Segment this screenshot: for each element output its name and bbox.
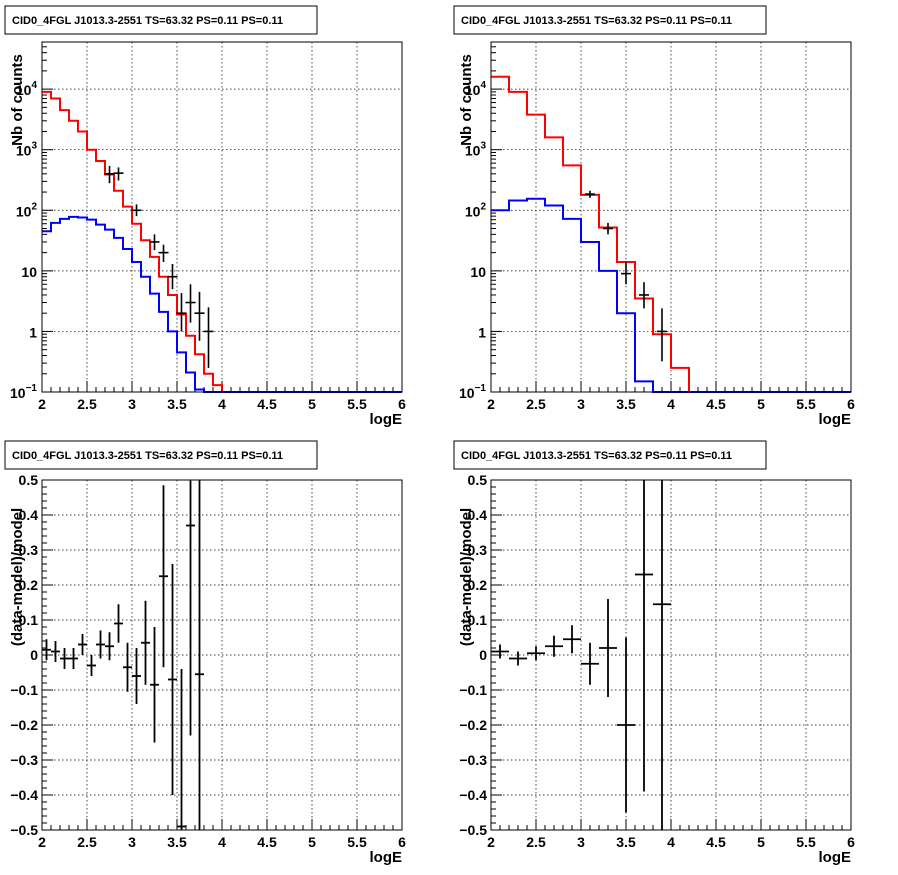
x-tick-label: 5.5 <box>796 834 816 850</box>
y-tick-label: 0.1 <box>468 612 488 628</box>
x-tick-label: 5.5 <box>796 396 816 412</box>
x-tick-label: 5.5 <box>347 396 367 412</box>
x-tick-label: 5.5 <box>347 834 367 850</box>
x-axis-label: logE <box>370 849 403 866</box>
x-tick-label: 4 <box>218 834 226 850</box>
residuals-panel-right: CID0_4FGL J1013.3-2551 TS=63.32 PS=0.11 … <box>453 440 855 866</box>
y-tick-label: 0 <box>30 647 38 663</box>
x-tick-label: 6 <box>847 834 855 850</box>
x-tick-label: 3.5 <box>616 834 636 850</box>
x-tick-label: 5 <box>308 834 316 850</box>
y-tick-label: 0.4 <box>19 507 39 523</box>
x-tick-label: 3 <box>128 834 136 850</box>
x-tick-label: 4.5 <box>257 834 277 850</box>
chart-title: CID0_4FGL J1013.3-2551 TS=63.32 PS=0.11 … <box>12 450 283 462</box>
y-tick-label: −0.5 <box>10 822 38 838</box>
y-tick-label: −0.3 <box>459 752 487 768</box>
x-tick-label: 2 <box>487 396 495 412</box>
x-tick-label: 2.5 <box>77 834 97 850</box>
x-tick-label: 2.5 <box>526 396 546 412</box>
y-tick-label: −0.2 <box>10 717 38 733</box>
title-box <box>453 440 767 470</box>
x-tick-label: 6 <box>398 396 406 412</box>
plot-frame <box>41 41 403 393</box>
model-total-histogram <box>42 90 231 393</box>
model-source-histogram <box>42 215 402 393</box>
y-tick-label: 1 <box>29 324 37 340</box>
model-total-histogram <box>491 75 851 393</box>
y-tick-label: 0.3 <box>19 542 39 558</box>
x-tick-label: 6 <box>847 396 855 412</box>
y-axis-label: (data-model)/model <box>9 508 26 646</box>
title-box <box>453 5 767 35</box>
y-axis-label: Nb of counts <box>9 54 26 146</box>
y-tick-label: −0.2 <box>459 717 487 733</box>
y-tick-label: −0.4 <box>10 787 38 803</box>
x-axis-label: logE <box>819 411 852 428</box>
y-tick-label: 0.5 <box>468 472 488 488</box>
x-tick-label: 3 <box>577 396 585 412</box>
x-tick-label: 2.5 <box>526 834 546 850</box>
x-tick-label: 4 <box>218 396 226 412</box>
x-tick-label: 4.5 <box>706 834 726 850</box>
y-axis-label: Nb of counts <box>458 54 475 146</box>
y-tick-label: −0.1 <box>459 682 487 698</box>
x-tick-label: 5 <box>308 396 316 412</box>
x-tick-label: 3 <box>128 396 136 412</box>
x-tick-label: 2 <box>487 834 495 850</box>
x-axis-label: logE <box>819 849 852 866</box>
y-tick-label: 0.4 <box>468 507 488 523</box>
x-tick-label: 2 <box>38 396 46 412</box>
plot-frame <box>490 41 852 393</box>
x-tick-label: 4.5 <box>706 396 726 412</box>
x-tick-label: 3.5 <box>167 396 187 412</box>
x-tick-label: 4.5 <box>257 396 277 412</box>
x-axis-label: logE <box>370 411 403 428</box>
plot-frame <box>490 479 852 831</box>
x-tick-label: 2 <box>38 834 46 850</box>
chart-title: CID0_4FGL J1013.3-2551 TS=63.32 PS=0.11 … <box>461 450 732 462</box>
counts-panel-right: CID0_4FGL J1013.3-2551 TS=63.32 PS=0.11 … <box>453 5 855 428</box>
y-tick-label: −0.1 <box>10 682 38 698</box>
x-tick-label: 4 <box>667 396 675 412</box>
y-tick-label: 10 <box>21 264 37 280</box>
x-tick-label: 4 <box>667 834 675 850</box>
y-tick-label: 1 <box>478 324 486 340</box>
chart-title: CID0_4FGL J1013.3-2551 TS=63.32 PS=0.11 … <box>461 15 732 27</box>
title-box <box>4 5 318 35</box>
x-tick-label: 3 <box>577 834 585 850</box>
x-tick-label: 5 <box>757 396 765 412</box>
plot-frame <box>41 479 403 831</box>
y-tick-label: 10 <box>470 264 486 280</box>
y-tick-label: 0.3 <box>468 542 488 558</box>
y-tick-label: 0.5 <box>19 472 39 488</box>
x-tick-label: 6 <box>398 834 406 850</box>
y-tick-label: −0.5 <box>459 822 487 838</box>
x-tick-label: 3.5 <box>616 396 636 412</box>
y-tick-label: 0.1 <box>19 612 39 628</box>
y-axis-label: (data-model)/model <box>458 508 475 646</box>
model-source-histogram <box>491 197 851 393</box>
y-tick-label: 0.2 <box>19 577 39 593</box>
residuals-panel-left: CID0_4FGL J1013.3-2551 TS=63.32 PS=0.11 … <box>4 440 406 866</box>
x-tick-label: 5 <box>757 834 765 850</box>
chart-title: CID0_4FGL J1013.3-2551 TS=63.32 PS=0.11 … <box>12 15 283 27</box>
y-tick-label: −0.3 <box>10 752 38 768</box>
counts-panel-left: CID0_4FGL J1013.3-2551 TS=63.32 PS=0.11 … <box>4 5 406 428</box>
x-tick-label: 3.5 <box>167 834 187 850</box>
y-tick-label: −0.4 <box>459 787 487 803</box>
x-tick-label: 2.5 <box>77 396 97 412</box>
y-tick-label: 0.2 <box>468 577 488 593</box>
title-box <box>4 440 318 470</box>
y-tick-label: 0 <box>479 647 487 663</box>
